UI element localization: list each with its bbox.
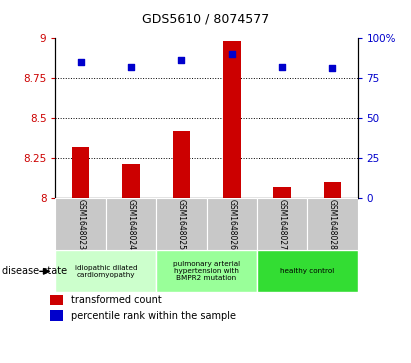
Bar <box>106 198 156 250</box>
Point <box>77 59 84 65</box>
Bar <box>223 41 240 198</box>
Bar <box>156 250 257 292</box>
Text: GDS5610 / 8074577: GDS5610 / 8074577 <box>142 13 269 26</box>
Text: percentile rank within the sample: percentile rank within the sample <box>71 310 236 321</box>
Text: GSM1648024: GSM1648024 <box>127 199 136 250</box>
Text: pulmonary arterial
hypertension with
BMPR2 mutation: pulmonary arterial hypertension with BMP… <box>173 261 240 281</box>
Text: GSM1648027: GSM1648027 <box>277 199 286 250</box>
Bar <box>206 198 257 250</box>
Text: GSM1648028: GSM1648028 <box>328 199 337 250</box>
Text: idiopathic dilated
cardiomyopathy: idiopathic dilated cardiomyopathy <box>74 265 137 278</box>
Point <box>329 66 336 72</box>
Text: GSM1648025: GSM1648025 <box>177 199 186 250</box>
Bar <box>323 182 341 198</box>
Bar <box>273 187 291 198</box>
Bar <box>173 131 190 198</box>
Bar <box>51 295 63 305</box>
Bar <box>51 310 63 321</box>
Bar <box>156 198 206 250</box>
Point <box>128 64 134 70</box>
Text: disease state: disease state <box>2 266 67 276</box>
Point <box>178 58 185 64</box>
Bar <box>257 198 307 250</box>
Bar <box>307 198 358 250</box>
Text: healthy control: healthy control <box>280 268 334 274</box>
Text: transformed count: transformed count <box>71 295 162 305</box>
Text: GSM1648026: GSM1648026 <box>227 199 236 250</box>
Bar <box>257 250 358 292</box>
Bar <box>55 198 106 250</box>
Point <box>279 64 285 70</box>
Bar <box>55 250 156 292</box>
Point <box>229 51 235 57</box>
Bar <box>72 147 90 198</box>
Bar <box>122 164 140 198</box>
Text: GSM1648023: GSM1648023 <box>76 199 85 250</box>
